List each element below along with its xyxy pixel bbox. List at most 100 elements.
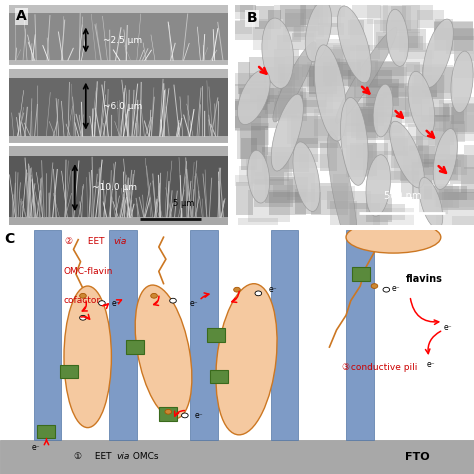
Text: e⁻: e⁻ — [31, 443, 40, 452]
Bar — [287, 115, 318, 145]
Bar — [249, 75, 270, 104]
Bar — [383, 4, 420, 33]
Text: C: C — [5, 232, 15, 246]
Text: ②: ② — [64, 237, 72, 246]
Bar — [325, 75, 343, 102]
Bar — [451, 107, 465, 124]
Bar — [257, 95, 303, 118]
Bar — [438, 186, 459, 208]
Bar — [346, 230, 374, 440]
Bar — [37, 425, 55, 438]
Bar — [416, 115, 454, 145]
Text: e⁻: e⁻ — [427, 360, 436, 369]
Bar — [411, 159, 458, 180]
Ellipse shape — [170, 298, 176, 303]
Ellipse shape — [340, 98, 368, 185]
Bar — [262, 146, 309, 172]
Bar — [444, 189, 474, 200]
Ellipse shape — [346, 221, 441, 253]
Bar — [278, 91, 303, 119]
Bar — [454, 29, 474, 61]
Bar — [274, 0, 320, 19]
Text: conductive pili: conductive pili — [348, 363, 418, 372]
Bar — [253, 19, 268, 50]
Bar — [9, 136, 228, 144]
Bar — [293, 138, 318, 162]
Bar — [278, 64, 314, 86]
Bar — [443, 103, 474, 132]
Bar — [292, 27, 316, 40]
Bar — [254, 179, 292, 207]
Ellipse shape — [237, 70, 270, 125]
Ellipse shape — [64, 286, 111, 428]
Bar — [207, 328, 225, 342]
Bar — [464, 145, 474, 169]
Bar — [366, 61, 404, 88]
Bar — [354, 86, 398, 98]
Bar — [284, 56, 332, 87]
Bar — [318, 23, 344, 35]
Bar — [316, 39, 350, 65]
Bar — [302, 64, 337, 77]
Bar — [412, 180, 432, 199]
Bar — [446, 155, 467, 174]
Bar — [337, 123, 360, 136]
Bar — [275, 152, 292, 169]
Ellipse shape — [373, 84, 393, 137]
Bar — [383, 92, 430, 117]
Ellipse shape — [408, 71, 435, 137]
Bar — [238, 218, 278, 232]
Bar — [418, 154, 464, 167]
Bar — [436, 18, 453, 50]
Bar — [349, 203, 380, 228]
Bar — [229, 116, 261, 131]
Bar — [452, 104, 474, 134]
Text: B: B — [246, 11, 257, 25]
Bar — [274, 89, 297, 118]
Bar — [422, 65, 453, 93]
Bar — [373, 208, 414, 236]
Bar — [250, 81, 292, 101]
Bar — [350, 19, 373, 52]
Ellipse shape — [151, 293, 157, 298]
Bar — [434, 20, 473, 40]
Bar — [300, 0, 323, 25]
Bar — [255, 172, 283, 185]
Bar — [368, 94, 387, 122]
Ellipse shape — [80, 315, 86, 320]
Bar — [327, 191, 371, 209]
Bar — [299, 154, 330, 168]
Bar — [312, 186, 355, 200]
Bar — [418, 146, 450, 164]
Bar — [391, 171, 419, 183]
Bar — [434, 28, 474, 40]
Bar — [434, 184, 453, 207]
Bar — [350, 202, 388, 226]
Bar — [237, 62, 250, 94]
Bar — [311, 46, 356, 80]
Text: e⁻: e⁻ — [190, 299, 199, 308]
Bar — [220, 20, 252, 35]
Ellipse shape — [337, 6, 371, 83]
Text: EET: EET — [85, 237, 108, 246]
Bar — [418, 9, 444, 27]
Bar — [300, 92, 327, 107]
Bar — [237, 130, 265, 159]
Ellipse shape — [80, 293, 86, 298]
Bar — [436, 191, 474, 225]
Bar — [314, 4, 345, 17]
Bar — [420, 104, 449, 121]
Bar — [109, 230, 137, 440]
Bar — [356, 46, 370, 77]
Bar — [461, 167, 474, 193]
Bar — [333, 64, 351, 79]
Bar — [126, 340, 144, 354]
Bar — [403, 43, 434, 59]
Bar — [363, 143, 377, 176]
Bar — [380, 6, 411, 31]
Bar — [241, 137, 256, 170]
Ellipse shape — [390, 121, 424, 188]
Bar — [295, 191, 321, 214]
Bar — [356, 127, 376, 157]
Text: flavins: flavins — [406, 273, 443, 284]
